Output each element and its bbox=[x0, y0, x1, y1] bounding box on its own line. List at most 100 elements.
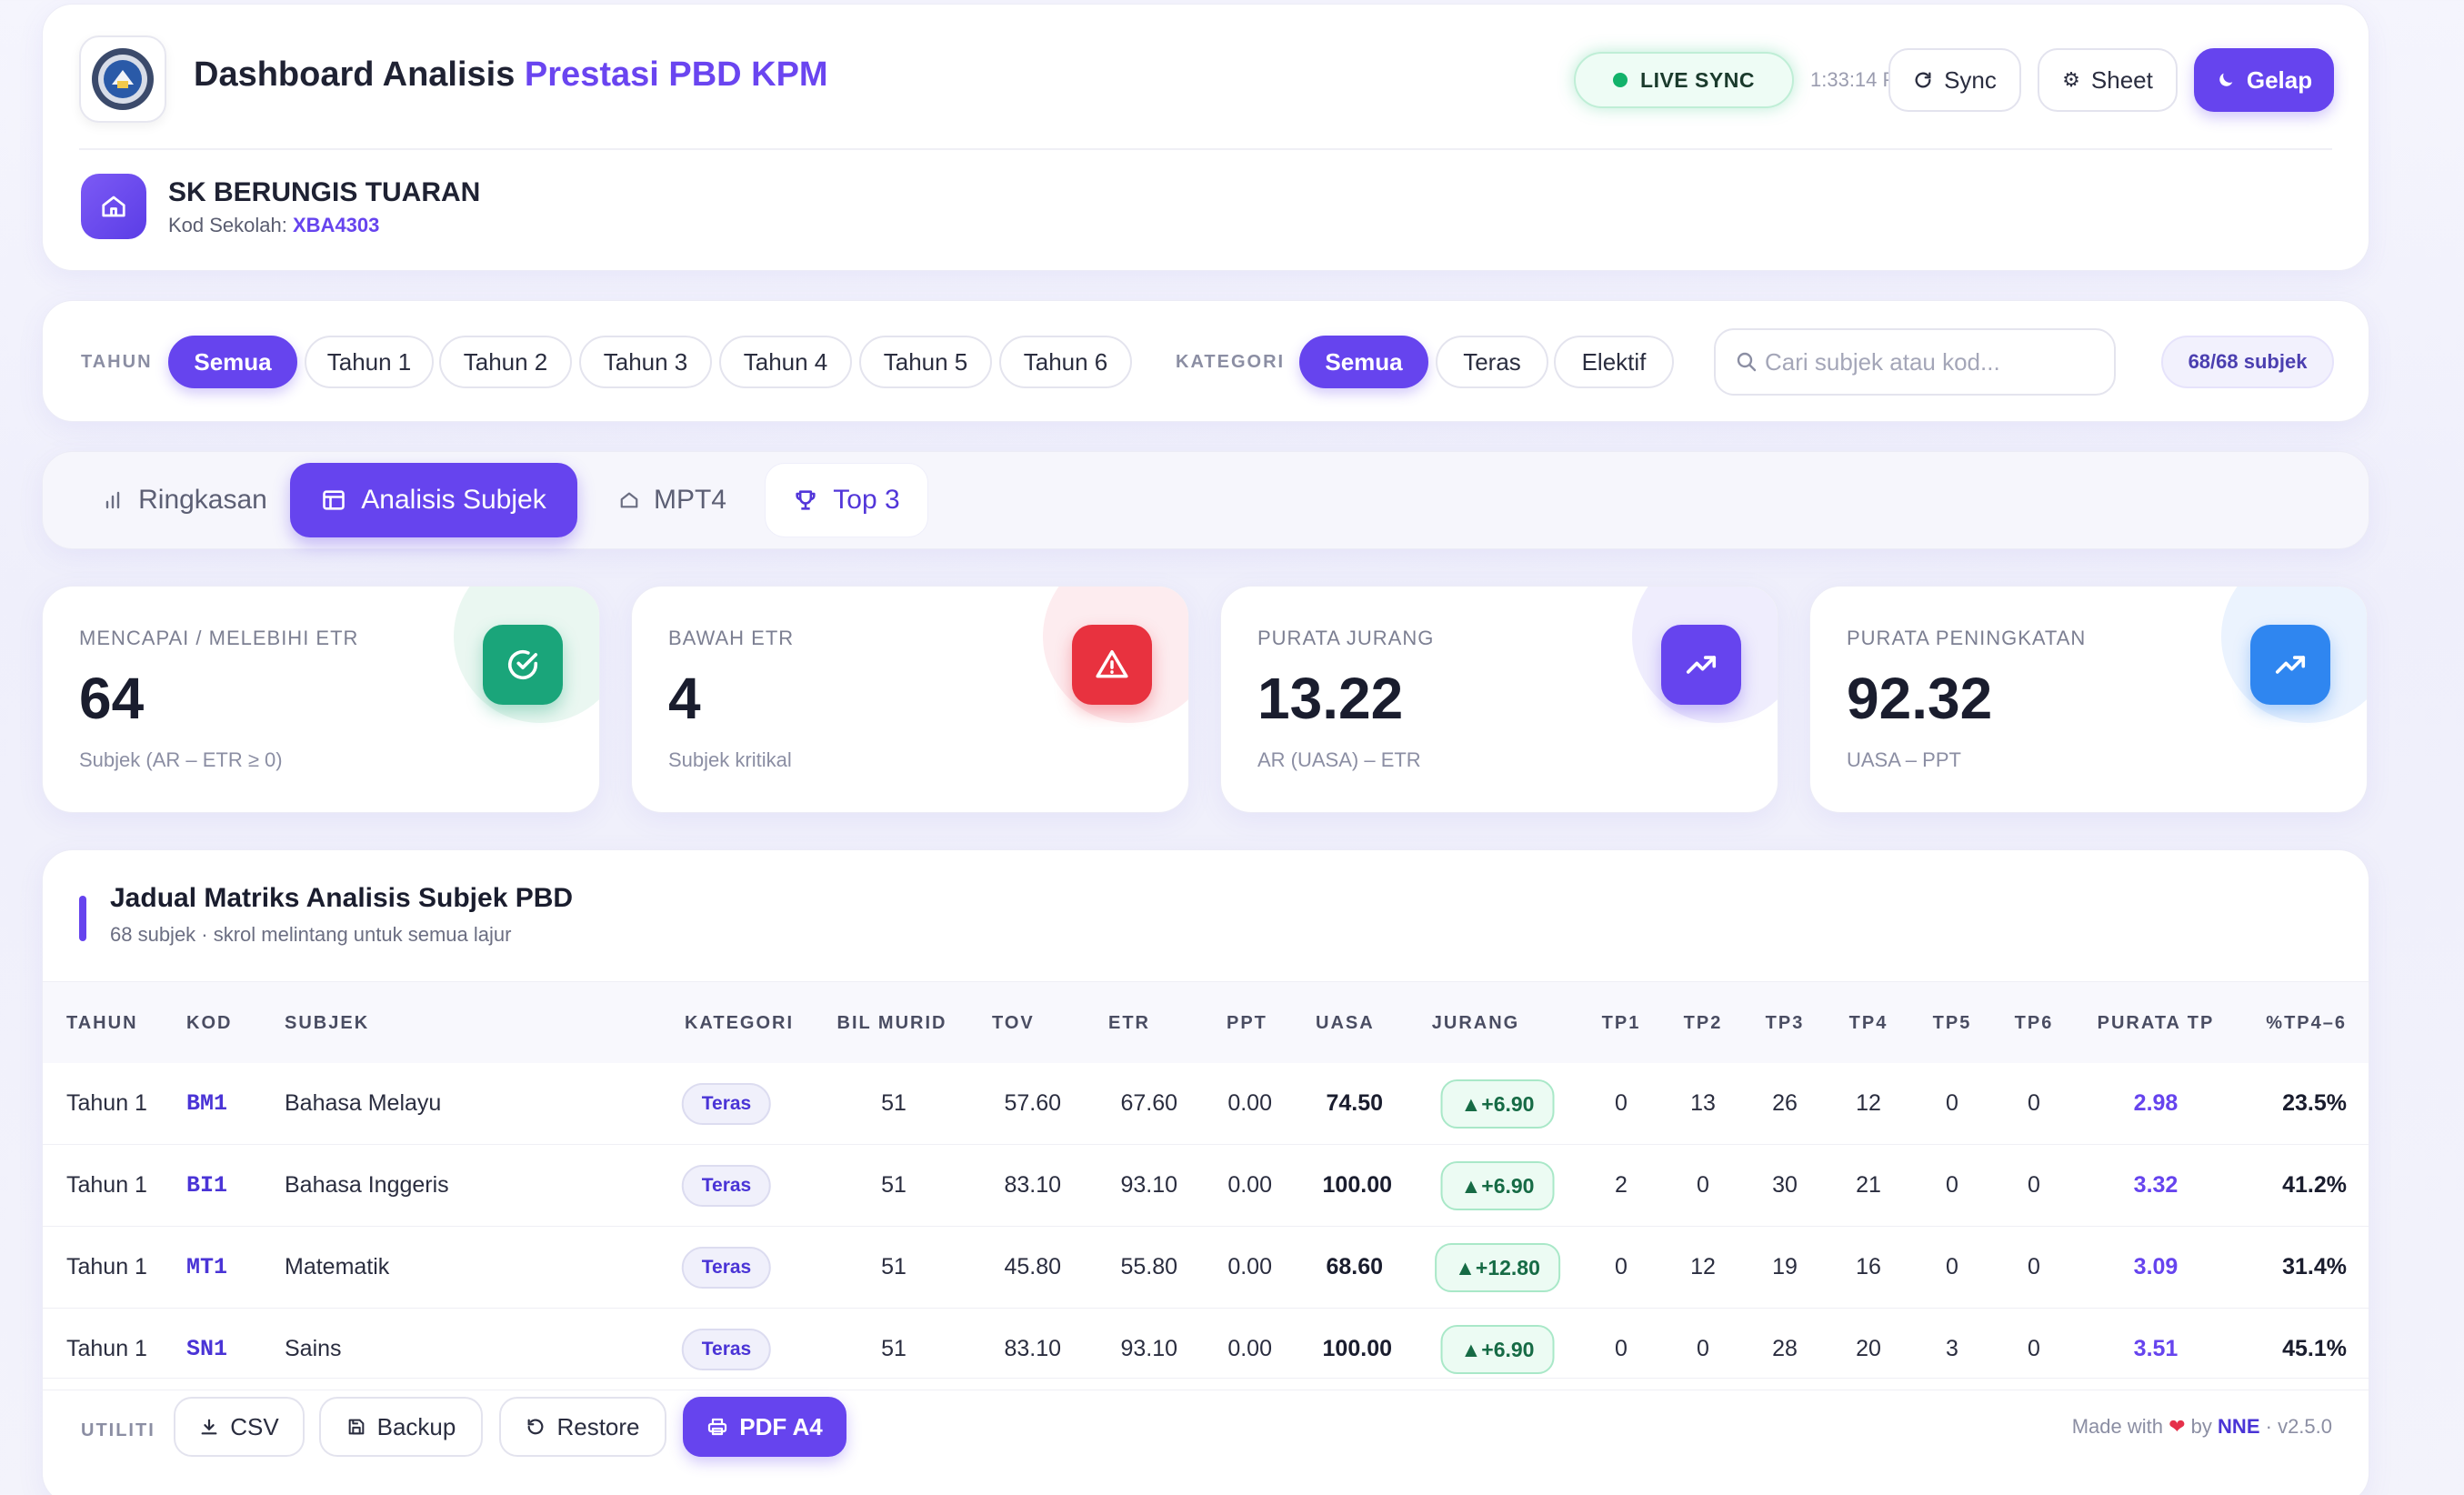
cell-tp5: 0 bbox=[1946, 1254, 1958, 1279]
category-tag: Teras bbox=[681, 1083, 772, 1125]
tab-mpt4[interactable]: MPT4 bbox=[605, 463, 741, 537]
kpi-sub: AR (UASA) – ETR bbox=[1257, 748, 1421, 771]
gap-badge: ▲+6.90 bbox=[1440, 1325, 1555, 1374]
cell-etr: 93.10 bbox=[1120, 1336, 1177, 1361]
col-purata-tp[interactable]: PURATA TP bbox=[2097, 1013, 2215, 1033]
made-by: by bbox=[2190, 1415, 2212, 1438]
category-pill-elektif[interactable]: Elektif bbox=[1554, 336, 1674, 388]
cell-uasa: 100.00 bbox=[1322, 1172, 1392, 1198]
cell-tov: 57.60 bbox=[1004, 1090, 1061, 1116]
year-pill-1[interactable]: Tahun 1 bbox=[305, 336, 434, 388]
col-tp4[interactable]: TP4 bbox=[1848, 1013, 1888, 1033]
cell-etr: 55.80 bbox=[1120, 1254, 1177, 1279]
tab-top3[interactable]: Top 3 bbox=[765, 463, 928, 537]
table-row[interactable]: Tahun 1 MT1 Matematik Teras 51 45.80 55.… bbox=[43, 1227, 2369, 1309]
author-link[interactable]: NNE bbox=[2218, 1415, 2260, 1438]
tab-bar: Ringkasan Analisis Subjek MPT4 Top 3 bbox=[42, 451, 2369, 549]
year-pill-6[interactable]: Tahun 6 bbox=[999, 336, 1132, 388]
col-etr[interactable]: ETR bbox=[1108, 1013, 1150, 1033]
kpi-sub: Subjek (AR – ETR ≥ 0) bbox=[79, 748, 283, 771]
cell-tp6: 0 bbox=[2028, 1172, 2040, 1198]
year-pill-4[interactable]: Tahun 4 bbox=[719, 336, 852, 388]
col-tp6[interactable]: TP6 bbox=[2014, 1013, 2054, 1033]
year-pill-2[interactable]: Tahun 2 bbox=[439, 336, 572, 388]
col-bil-murid[interactable]: BIL MURID bbox=[836, 1013, 947, 1033]
cell-purata-tp: 3.51 bbox=[2133, 1336, 2179, 1361]
kpi-value: 4 bbox=[668, 666, 701, 731]
title-accent-bar bbox=[79, 896, 86, 941]
utility-footer: UTILITI CSV Backup Restore PDF A4 Made w… bbox=[43, 1378, 2369, 1495]
col-tp2[interactable]: TP2 bbox=[1683, 1013, 1723, 1033]
header-card: Dashboard Analisis Prestasi PBD KPM LIVE… bbox=[42, 4, 2369, 271]
category-pill-teras[interactable]: Teras bbox=[1436, 336, 1548, 388]
col-tp3[interactable]: TP3 bbox=[1765, 1013, 1805, 1033]
backup-button[interactable]: Backup bbox=[319, 1397, 483, 1457]
year-filter-label: TAHUN bbox=[81, 352, 153, 372]
sheet-button[interactable]: ⚙ Sheet bbox=[2038, 48, 2178, 112]
cell-bil-murid: 51 bbox=[881, 1090, 906, 1116]
col-ppt[interactable]: PPT bbox=[1227, 1013, 1267, 1033]
sync-button[interactable]: Sync bbox=[1888, 48, 2021, 112]
sheet-label: Sheet bbox=[2090, 65, 2153, 94]
cell-ppt: 0.00 bbox=[1227, 1090, 1272, 1116]
table-row[interactable]: Tahun 1 BM1 Bahasa Melayu Teras 51 57.60… bbox=[43, 1063, 2369, 1145]
col-tov[interactable]: TOV bbox=[992, 1013, 1035, 1033]
kpi-card-mencapai-etr: MENCAPAI / MELEBIHI ETR 64 Subjek (AR – … bbox=[42, 586, 600, 813]
cell-pct-tp4-6: 41.2% bbox=[2282, 1172, 2347, 1198]
kpi-value: 13.22 bbox=[1257, 666, 1404, 731]
cell-tp4: 20 bbox=[1856, 1336, 1881, 1361]
app-title: Dashboard Analisis Prestasi PBD KPM bbox=[194, 55, 828, 95]
tab-analisis-subjek[interactable]: Analisis Subjek bbox=[290, 463, 577, 537]
csv-button[interactable]: CSV bbox=[174, 1397, 305, 1457]
col-tp5[interactable]: TP5 bbox=[1932, 1013, 1972, 1033]
theme-toggle-button[interactable]: Gelap bbox=[2194, 48, 2334, 112]
search-input[interactable] bbox=[1765, 347, 2110, 376]
check-circle-icon bbox=[483, 625, 563, 705]
restore-button[interactable]: Restore bbox=[499, 1397, 666, 1457]
table-row[interactable]: Tahun 1 BI1 Bahasa Inggeris Teras 51 83.… bbox=[43, 1145, 2369, 1227]
cell-purata-tp: 3.32 bbox=[2133, 1172, 2179, 1198]
cell-tov: 83.10 bbox=[1004, 1336, 1061, 1361]
year-pill-5[interactable]: Tahun 5 bbox=[859, 336, 992, 388]
col-jurang[interactable]: JURANG bbox=[1431, 1013, 1520, 1033]
search-box bbox=[1714, 328, 2116, 396]
printer-icon bbox=[708, 1418, 727, 1436]
cell-bil-murid: 51 bbox=[881, 1254, 906, 1279]
category-pill-all[interactable]: Semua bbox=[1299, 336, 1428, 388]
category-tag: Teras bbox=[681, 1329, 772, 1370]
kpi-sub: Subjek kritikal bbox=[668, 748, 792, 771]
kpi-card-purata-peningkatan: PURATA PENINGKATAN 92.32 UASA – PPT bbox=[1809, 586, 2368, 813]
col-uasa[interactable]: UASA bbox=[1316, 1013, 1375, 1033]
tab-ringkasan[interactable]: Ringkasan bbox=[83, 463, 286, 537]
cell-subjek: Matematik bbox=[285, 1254, 390, 1279]
cell-tp3: 26 bbox=[1772, 1090, 1798, 1116]
category-filter-label: KATEGORI bbox=[1176, 352, 1286, 372]
cell-tp6: 0 bbox=[2028, 1336, 2040, 1361]
trending-up-icon bbox=[2250, 625, 2330, 705]
theme-label: Gelap bbox=[2246, 65, 2313, 94]
col-kod[interactable]: KOD bbox=[186, 1013, 233, 1033]
school-name: SK BERUNGIS TUARAN bbox=[168, 177, 481, 207]
col-subjek[interactable]: SUBJEK bbox=[285, 1013, 370, 1033]
tab-ringkasan-label: Ringkasan bbox=[138, 485, 267, 515]
cell-tp1: 0 bbox=[1615, 1090, 1628, 1116]
app-title-main: Dashboard Analisis bbox=[194, 55, 516, 94]
col-tp1[interactable]: TP1 bbox=[1601, 1013, 1641, 1033]
col-tahun[interactable]: TAHUN bbox=[66, 1013, 138, 1033]
kpi-card-bawah-etr: BAWAH ETR 4 Subjek kritikal bbox=[631, 586, 1189, 813]
cell-tp5: 0 bbox=[1946, 1172, 1958, 1198]
col-pct-tp4-6[interactable]: %TP4–6 bbox=[2266, 1013, 2347, 1033]
year-pill-3[interactable]: Tahun 3 bbox=[579, 336, 712, 388]
kpi-value: 64 bbox=[79, 666, 145, 731]
header-divider bbox=[79, 148, 2332, 150]
table-row[interactable]: Tahun 1 SN1 Sains Teras 51 83.10 93.10 0… bbox=[43, 1309, 2369, 1390]
year-pill-all[interactable]: Semua bbox=[168, 336, 297, 388]
trophy-icon bbox=[796, 490, 816, 510]
cell-tp2: 13 bbox=[1690, 1090, 1716, 1116]
subject-count-badge: 68/68 subjek bbox=[2161, 336, 2334, 388]
cell-purata-tp: 2.98 bbox=[2133, 1090, 2179, 1116]
pdf-a4-button[interactable]: PDF A4 bbox=[683, 1397, 846, 1457]
col-kategori[interactable]: KATEGORI bbox=[684, 1013, 795, 1033]
kpi-label: MENCAPAI / MELEBIHI ETR bbox=[79, 627, 359, 649]
cell-kod: MT1 bbox=[186, 1254, 228, 1280]
